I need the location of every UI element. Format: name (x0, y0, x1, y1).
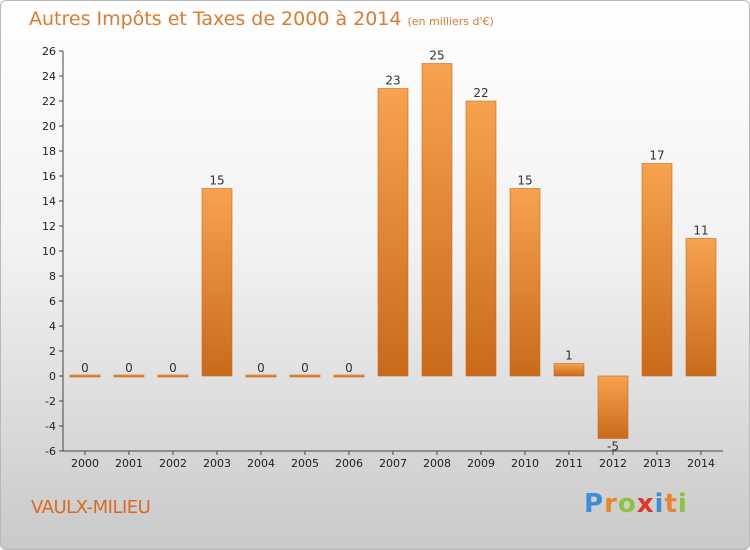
bar-value-label: 0 (257, 361, 265, 375)
x-tick-label: 2009 (467, 457, 495, 470)
bar-value-label: 11 (693, 224, 708, 238)
x-tick-label: 2003 (203, 457, 231, 470)
y-tick-label: 4 (49, 320, 56, 333)
bar-value-label: 0 (169, 361, 177, 375)
bar (553, 363, 585, 377)
y-tick-label: -6 (45, 445, 56, 458)
bar (509, 188, 541, 377)
bar-value-label: 22 (473, 86, 488, 100)
bar (685, 238, 717, 377)
x-tick-label: 2014 (687, 457, 715, 470)
y-tick-label: 24 (42, 70, 56, 83)
bar-value-label: 0 (81, 361, 89, 375)
brand-letter: x (636, 489, 655, 519)
x-tick-label: 2008 (423, 457, 451, 470)
y-tick-label: 20 (42, 120, 56, 133)
bar (641, 163, 673, 377)
bar (157, 374, 189, 378)
y-tick-label: -4 (45, 420, 56, 433)
bar (245, 374, 277, 378)
chart-unit: (en milliers d'€) (407, 15, 494, 28)
y-tick-label: 10 (42, 245, 56, 258)
y-tick-label: 8 (49, 270, 56, 283)
x-tick-label: 2007 (379, 457, 407, 470)
bar (597, 375, 629, 439)
brand-letter: i (677, 489, 688, 519)
x-tick-label: 2002 (159, 457, 187, 470)
bar-value-label: 0 (125, 361, 133, 375)
bar-value-label: 1 (565, 349, 573, 363)
bar (201, 188, 233, 377)
y-tick-label: 12 (42, 220, 56, 233)
brand-letter: i (654, 489, 665, 519)
x-tick-label: 2011 (555, 457, 583, 470)
bar-value-label: 17 (649, 149, 664, 163)
y-tick-label: 22 (42, 95, 56, 108)
bar (377, 88, 409, 377)
bar-value-label: 15 (209, 174, 224, 188)
y-tick-label: 0 (49, 370, 56, 383)
bar-value-label: 15 (517, 174, 532, 188)
brand-letter: o (617, 489, 637, 519)
brand-letter: t (664, 489, 678, 519)
bar (69, 374, 101, 378)
bar-value-label: 23 (385, 74, 400, 88)
y-tick-label: 14 (42, 195, 56, 208)
bar (421, 63, 453, 377)
x-tick-label: 2005 (291, 457, 319, 470)
x-tick-label: 2000 (71, 457, 99, 470)
bar (465, 100, 497, 377)
bar-value-label: 0 (345, 361, 353, 375)
bar (333, 374, 365, 378)
brand-logo: Proxiti (584, 489, 688, 519)
y-tick-label: -2 (45, 395, 56, 408)
bar-value-label: 0 (301, 361, 309, 375)
x-tick-label: 2001 (115, 457, 143, 470)
x-tick-label: 2004 (247, 457, 275, 470)
title-line: Autres Impôts et Taxes de 2000 à 2014 (en… (29, 8, 494, 30)
x-tick-label: 2012 (599, 457, 627, 470)
bar-value-label: -5 (607, 440, 619, 454)
chart-title: Autres Impôts et Taxes de 2000 à 2014 (29, 8, 402, 30)
brand-letter: r (604, 489, 618, 519)
y-tick-label: 2 (49, 345, 56, 358)
x-tick-label: 2006 (335, 457, 363, 470)
bar (113, 374, 145, 378)
x-tick-label: 2010 (511, 457, 539, 470)
x-tick-label: 2013 (643, 457, 671, 470)
y-tick-label: 6 (49, 295, 56, 308)
commune-name: VAULX-MILIEU (31, 497, 151, 518)
y-tick-label: 16 (42, 170, 56, 183)
bar-value-label: 25 (429, 49, 444, 63)
y-tick-label: 26 (42, 45, 56, 58)
brand-letter: P (584, 489, 605, 519)
y-tick-label: 18 (42, 145, 56, 158)
bar (289, 374, 321, 378)
